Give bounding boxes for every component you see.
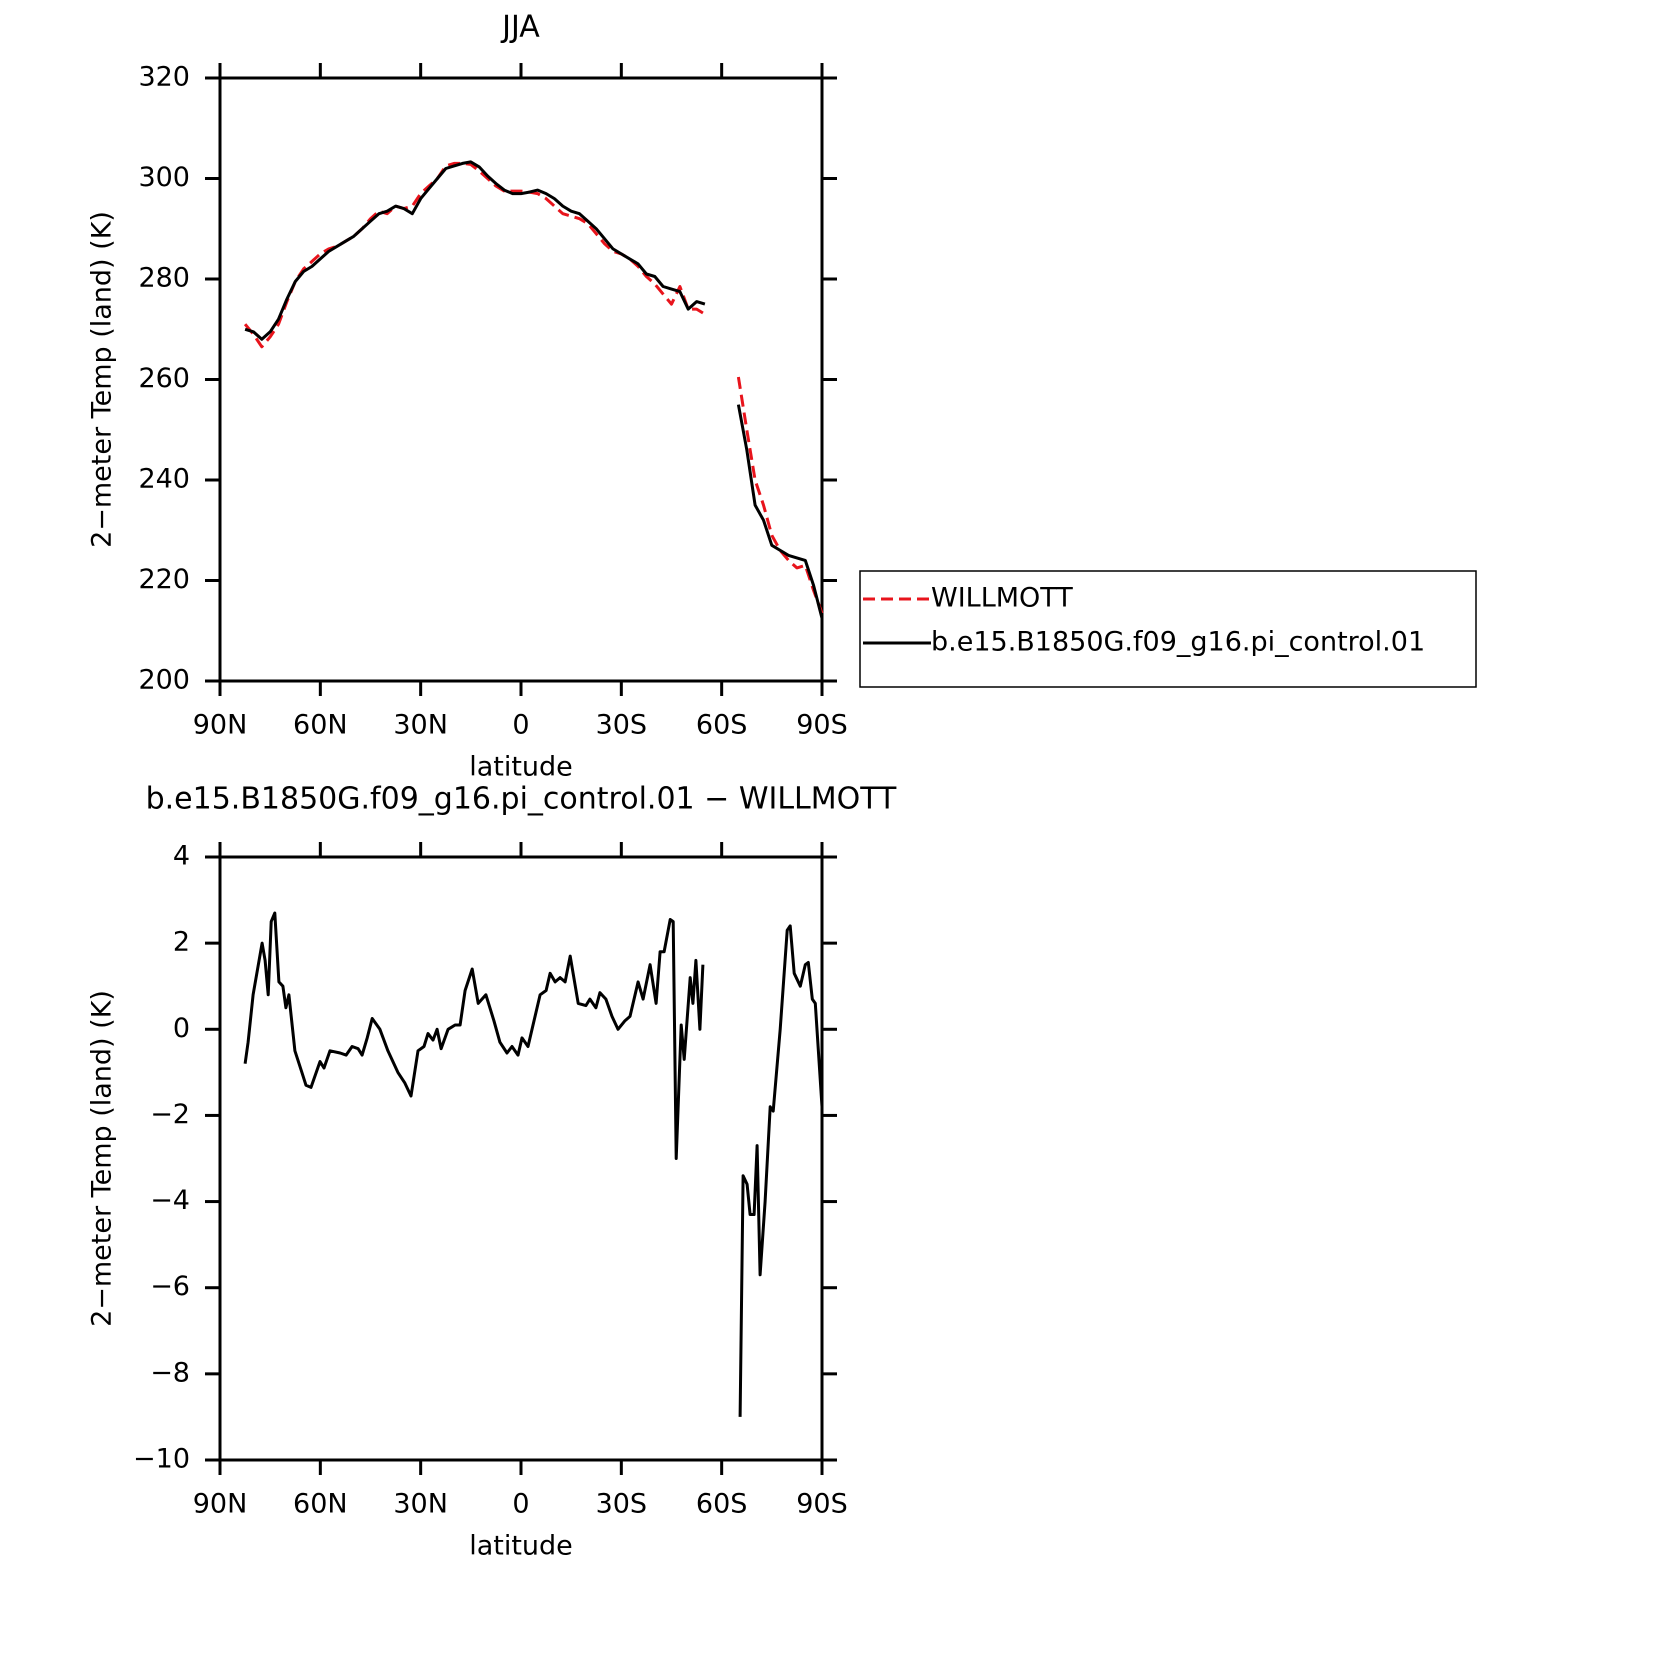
y-tick-label: 300 [138,162,190,193]
data-line [736,404,824,619]
x-tick-label: 0 [512,1489,529,1520]
chart-title: b.e15.B1850G.f09_g16.pi_control.01 − WIL… [146,782,897,817]
data-line [736,376,824,614]
y-tick-label: 240 [138,464,190,495]
plot-frame [218,855,824,1462]
legend-label: WILLMOTT [931,583,1073,614]
y-tick-label: −2 [150,1099,190,1130]
y-tick-label: 2 [173,927,190,958]
legend-box [859,570,1477,688]
plot-frame [218,76,824,683]
y-tick-label: 200 [138,665,190,696]
y-tick-label: 4 [173,841,190,872]
y-tick-label: 220 [138,564,190,595]
y-tick-label: −4 [150,1185,190,1216]
legend-label: b.e15.B1850G.f09_g16.pi_control.01 [931,627,1425,658]
x-tick-label: 90S [796,1489,848,1520]
y-tick-label: −6 [150,1271,190,1302]
y-tick-label: 0 [173,1013,190,1044]
x-tick-label: 60S [696,710,748,741]
x-tick-label: 60S [696,1489,748,1520]
x-axis-label: latitude [469,1531,573,1562]
x-axis-label: latitude [469,752,573,783]
y-tick-label: 280 [138,263,190,294]
chart-title: JJA [500,10,540,45]
data-line [738,924,824,1417]
x-tick-label: 30S [596,710,648,741]
x-tick-label: 90N [193,1489,248,1520]
y-tick-label: −10 [133,1444,190,1475]
y-axis-label: 2−meter Temp (land) (K) [87,211,118,548]
x-tick-label: 30N [393,1489,448,1520]
x-tick-label: 0 [512,710,529,741]
x-tick-label: 90N [193,710,248,741]
y-tick-label: 320 [138,62,190,93]
x-tick-label: 60N [293,710,348,741]
y-axis-label: 2−meter Temp (land) (K) [87,990,118,1327]
data-line [244,160,706,341]
x-tick-label: 30N [393,710,448,741]
x-tick-label: 60N [293,1489,348,1520]
data-line [243,911,705,1160]
x-tick-label: 90S [796,710,848,741]
x-tick-label: 30S [596,1489,648,1520]
y-tick-label: 260 [138,363,190,394]
data-line [243,161,706,349]
y-tick-label: −8 [150,1357,190,1388]
